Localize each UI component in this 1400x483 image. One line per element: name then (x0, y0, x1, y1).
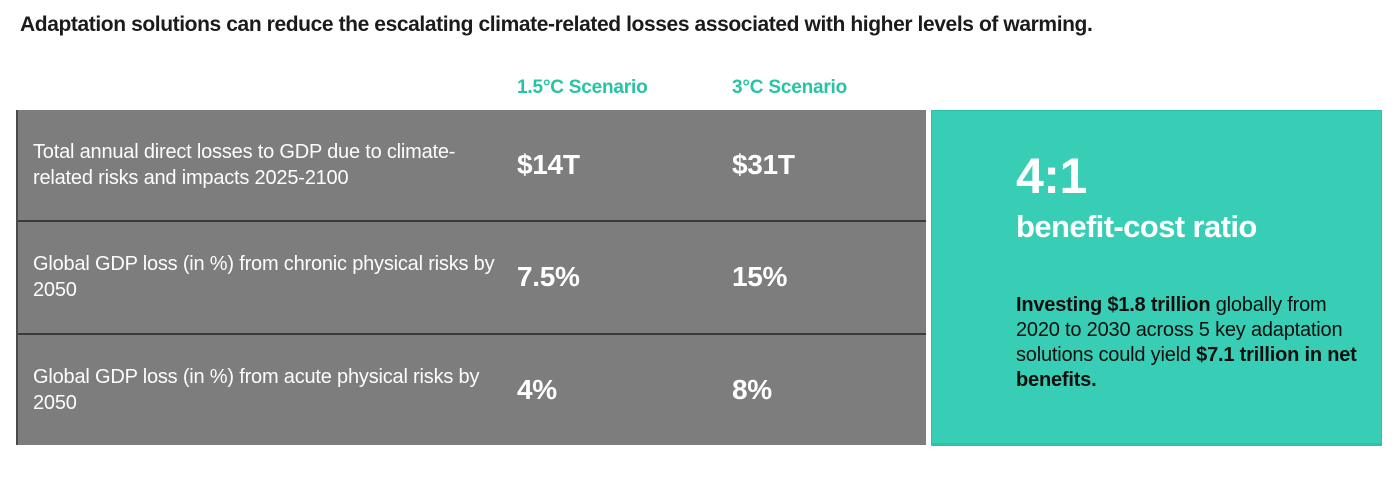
table-row-direct-losses: Total annual direct losses to GDP due to… (18, 110, 926, 220)
benefit-cost-ratio-label: benefit-cost ratio (1016, 209, 1257, 244)
value-1-5c: 4% (517, 373, 557, 405)
table-row-acute-risks: Global GDP loss (in %) from acute physic… (18, 332, 926, 445)
column-header-3c-scenario: 3°C Scenario (732, 77, 848, 98)
row-label: Total annual direct losses to GDP due to… (33, 141, 456, 190)
row-label: Global GDP loss (in %) from chronic phys… (33, 253, 495, 302)
figure-title: Adaptation solutions can reduce the esca… (20, 13, 1093, 36)
row-label: Global GDP loss (in %) from acute physic… (33, 365, 480, 414)
investment-note-bold-lead: Investing $1.8 trillion (1016, 294, 1211, 316)
value-3c: $31T (732, 149, 795, 181)
benefit-cost-ratio-value: 4:1 (1016, 148, 1087, 204)
climate-losses-table: Total annual direct losses to GDP due to… (16, 110, 926, 445)
column-header-1-5c-scenario: 1.5°C Scenario (517, 77, 648, 98)
table-row-chronic-risks: Global GDP loss (in %) from chronic phys… (18, 220, 926, 332)
investment-note: Investing $1.8 trillion globally from 20… (1016, 293, 1366, 393)
investment-note-bold-tail: $7.1 trillion in net benefits. (1016, 344, 1357, 391)
value-3c: 15% (732, 261, 788, 293)
value-3c: 8% (732, 373, 772, 405)
investment-note-middle: globally from 2020 to 2030 across 5 key … (1016, 294, 1343, 366)
benefit-cost-callout-panel: 4:1 benefit-cost ratio Investing $1.8 tr… (931, 110, 1382, 446)
value-1-5c: $14T (517, 149, 580, 181)
value-1-5c: 7.5% (517, 261, 580, 293)
